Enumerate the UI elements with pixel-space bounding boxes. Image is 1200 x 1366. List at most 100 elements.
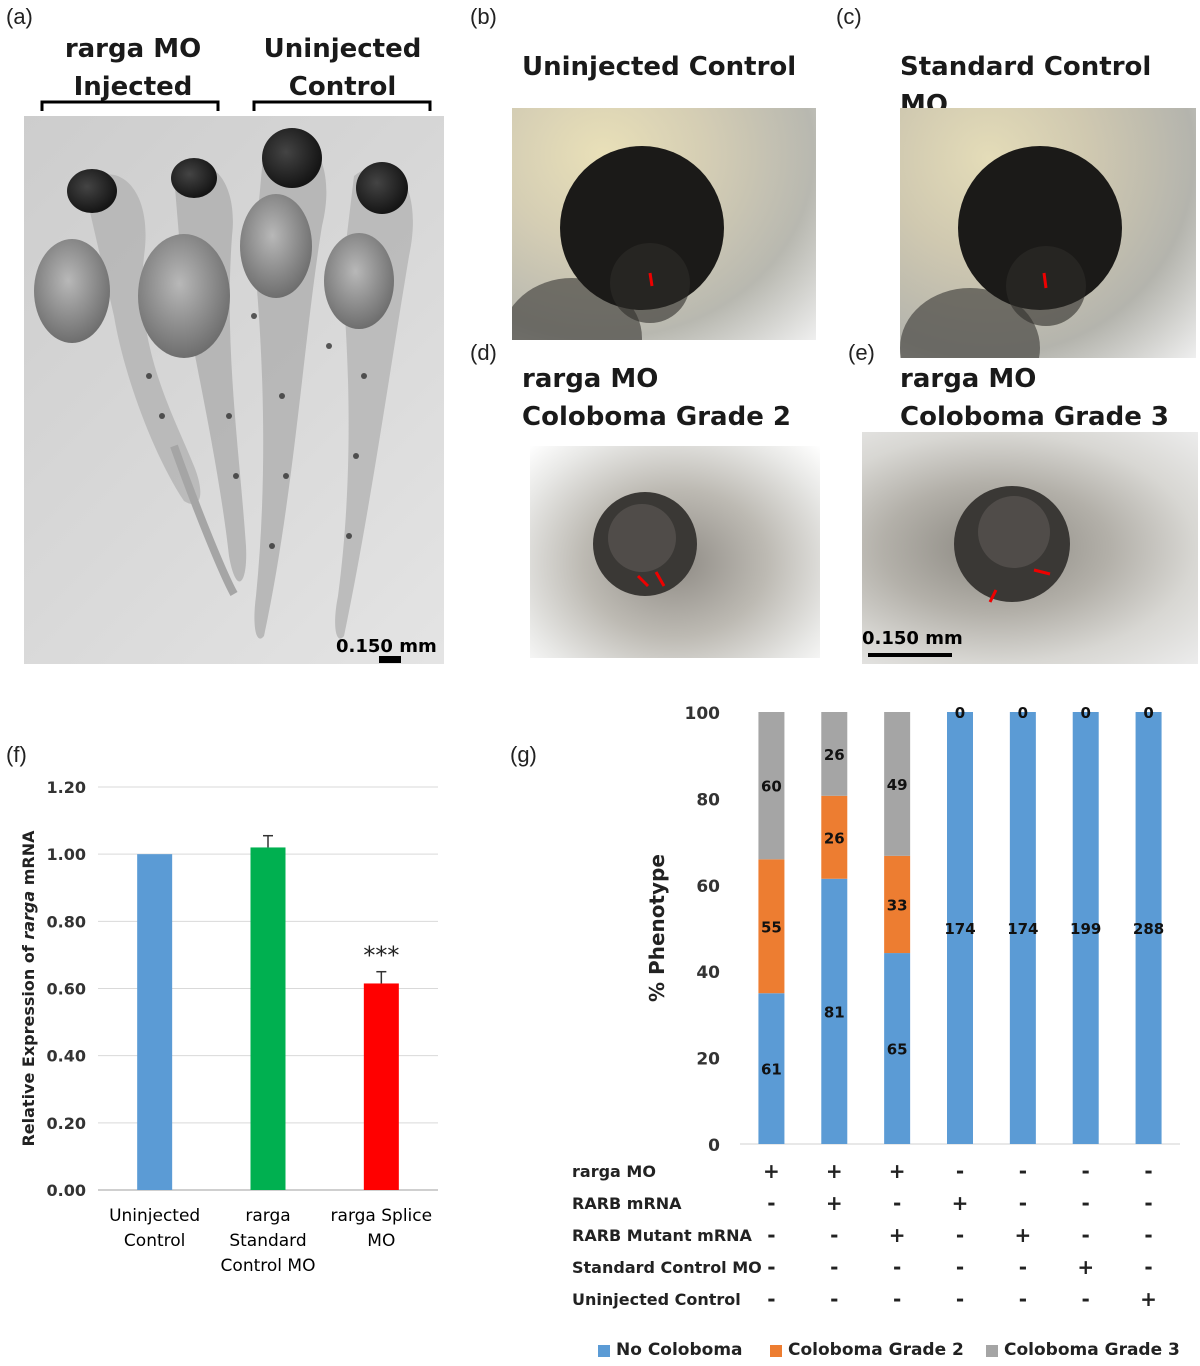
panel-b-title: Uninjected Control	[522, 52, 797, 82]
panel-e-photo	[862, 432, 1198, 664]
stacked-bar-segment	[1135, 712, 1162, 1144]
condition-label: RARB mRNA	[572, 1194, 682, 1213]
condition-mark: -	[1144, 1191, 1153, 1215]
y-tick-label: 60	[696, 877, 720, 897]
data-label: 26	[824, 829, 845, 847]
chart-f: 0.00 0.20 0.40 0.60 0.80 1.00 1.20 *** Relative …	[19, 778, 438, 1200]
panel-a-brackets	[40, 100, 432, 111]
condition-mark: +	[825, 1159, 843, 1183]
y-axis-label: Relative Expression of rarga mRNA	[19, 830, 38, 1147]
data-label: 288	[1133, 920, 1164, 938]
panel-a-scale-label: 0.150 mm	[336, 636, 437, 657]
stacked-bar-segment	[1009, 712, 1036, 1144]
stacked-bar-segment	[758, 712, 785, 860]
panel-c-label: (c)	[836, 4, 862, 29]
y-axis-label-part: Relative Expression of	[19, 940, 38, 1147]
stacked-bar-segment	[884, 712, 911, 856]
data-label: 0	[1018, 704, 1028, 722]
data-label: 0	[1080, 704, 1090, 722]
data-label: 49	[887, 776, 908, 794]
stacked-bar-segment	[884, 855, 911, 954]
panel-a-scale-bar	[379, 656, 401, 663]
y-tick-label: 100	[685, 704, 721, 724]
y-tick-label: 0.40	[47, 1047, 86, 1066]
condition-mark: +	[1077, 1255, 1095, 1279]
condition-mark: -	[892, 1287, 902, 1311]
condition-label: RARB Mutant mRNA	[572, 1226, 752, 1245]
condition-mark: -	[892, 1191, 902, 1215]
condition-label: Standard Control MO	[572, 1258, 762, 1277]
eye-illustration-d	[593, 492, 697, 596]
condition-mark: +	[888, 1223, 906, 1247]
y-tick-label: 0	[708, 1136, 720, 1156]
condition-mark: -	[1081, 1159, 1090, 1183]
y-tick-label: 1.20	[47, 778, 86, 797]
bar	[250, 847, 286, 1190]
condition-mark: -	[830, 1287, 839, 1311]
y-axis-label-part: rarga	[19, 891, 38, 940]
y-tick-label: 20	[696, 1050, 720, 1070]
panel-c-title: Standard Control MO	[900, 52, 1152, 120]
group1-line2: Injected	[73, 72, 193, 102]
stacked-bar-segment	[821, 878, 848, 1144]
condition-mark: +	[763, 1159, 780, 1183]
x-category-line: Uninjected	[109, 1206, 201, 1226]
condition-mark: +	[888, 1159, 906, 1183]
y-tick-label: 0.20	[47, 1114, 86, 1133]
condition-mark: -	[1144, 1255, 1153, 1279]
stacked-bar-segment	[821, 712, 848, 796]
panel-d-label: (d)	[470, 340, 497, 365]
data-label: 81	[824, 1003, 845, 1021]
panel-d-title-line1: rarga MO	[522, 364, 659, 394]
condition-mark: +	[825, 1191, 843, 1215]
stacked-bar-segment	[947, 712, 973, 1144]
condition-mark: -	[955, 1159, 965, 1183]
panel-b-photo	[512, 108, 816, 340]
y-tick-label: 0.80	[47, 912, 86, 931]
condition-mark: -	[1081, 1223, 1090, 1247]
condition-mark: -	[892, 1255, 902, 1279]
condition-mark: -	[1144, 1223, 1153, 1247]
condition-mark: -	[767, 1287, 776, 1311]
panel-a-group2-title: Uninjected Control	[250, 30, 435, 106]
y-axis-label-part: mRNA	[19, 830, 38, 891]
legend-swatch	[598, 1345, 610, 1357]
condition-mark: -	[1018, 1255, 1027, 1279]
y-tick-label: 1.00	[47, 845, 86, 864]
condition-mark: -	[1081, 1191, 1090, 1215]
condition-mark: -	[830, 1223, 839, 1247]
panel-f-label: (f)	[6, 742, 27, 767]
legend-label: No Coloboma	[616, 1340, 743, 1360]
condition-mark: -	[1018, 1159, 1027, 1183]
panel-a-group1-title: rarga MO Injected	[48, 30, 218, 106]
panel-g-label: (g)	[510, 742, 537, 767]
x-category-line: Control MO	[220, 1256, 316, 1276]
condition-mark: -	[955, 1287, 965, 1311]
condition-mark: -	[955, 1223, 965, 1247]
group1-line1: rarga MO	[64, 34, 202, 64]
condition-mark: -	[767, 1223, 776, 1247]
y-tick-label: 40	[696, 963, 720, 983]
panel-e-title-line1: rarga MO	[900, 364, 1037, 394]
y-axis-label: % Phenotype	[645, 854, 669, 1002]
x-category-label: rarga Standard Control MO	[198, 1204, 338, 1279]
condition-label: rarga MO	[572, 1162, 656, 1181]
bar	[363, 983, 399, 1190]
stacked-bar-segment	[758, 993, 785, 1144]
data-label: 55	[761, 918, 782, 936]
panel-a-photo	[24, 116, 444, 664]
y-tick-label: 0.00	[47, 1181, 86, 1200]
panel-a-label: (a)	[6, 4, 33, 29]
condition-mark: -	[955, 1255, 965, 1279]
condition-mark: -	[1081, 1287, 1090, 1311]
panel-d-title-line2: Coloboma Grade 2	[522, 402, 791, 432]
y-tick-label: 0.60	[47, 980, 86, 999]
panel-b-label: (b)	[470, 4, 497, 29]
data-label: 174	[1007, 920, 1038, 938]
x-category-label: Uninjected Control	[85, 1204, 225, 1254]
bar	[137, 854, 173, 1190]
x-category-line: Control	[123, 1231, 186, 1251]
panel-e-label: (e)	[848, 340, 875, 365]
condition-mark: -	[1018, 1287, 1027, 1311]
condition-mark: -	[1018, 1191, 1027, 1215]
